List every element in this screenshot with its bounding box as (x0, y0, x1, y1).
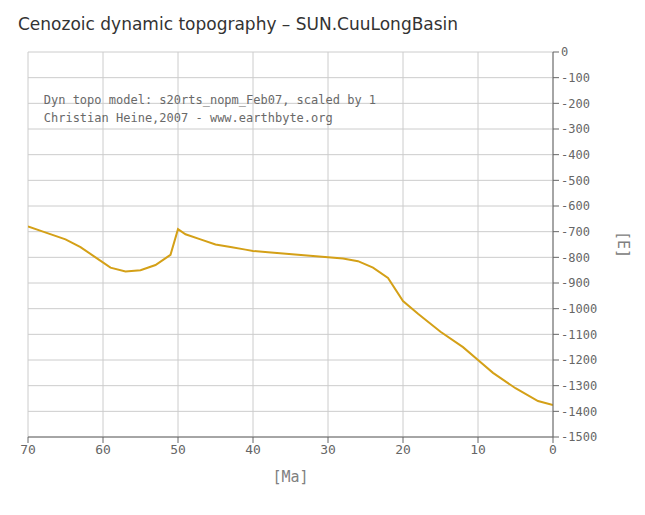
svg-text:20: 20 (395, 442, 411, 457)
svg-text:-1400: -1400 (561, 405, 597, 419)
svg-text:-200: -200 (561, 97, 590, 111)
html-text:Cenozoic dynamic topography –: Cenozoic dynamic topography – SUN.CuuLon… (18, 14, 459, 34)
svg-text:-1000: -1000 (561, 302, 597, 316)
svg-text:10: 10 (470, 442, 486, 457)
svg-text:-1300: -1300 (561, 379, 597, 393)
svg-text:30: 30 (320, 442, 336, 457)
html-text:Christian Heine,2007 - www.ear: Christian Heine,2007 - www.earthbyte.org (43, 110, 333, 125)
svg-text:-400: -400 (561, 148, 590, 162)
svg-text:-1500: -1500 (561, 430, 597, 444)
svg-text:50: 50 (170, 442, 186, 457)
svg-text:-800: -800 (561, 251, 590, 265)
svg-text:[Ma]: [Ma] (272, 468, 308, 486)
svg-text:0: 0 (549, 442, 557, 457)
svg-text:-1100: -1100 (561, 328, 597, 342)
svg-text:70: 70 (20, 442, 36, 457)
svg-text:-600: -600 (561, 199, 590, 213)
svg-text:-100: -100 (561, 71, 590, 85)
svg-text:-700: -700 (561, 225, 590, 239)
svg-text:[E]: [E] (614, 231, 632, 258)
html-text:Dyn topo model: s20rts_nopm_Fe: Dyn topo model: s20rts_nopm_Feb07, scale… (43, 92, 377, 107)
svg-text:-1200: -1200 (561, 353, 597, 367)
svg-text:40: 40 (245, 442, 261, 457)
svg-text:60: 60 (95, 442, 111, 457)
svg-text:-900: -900 (561, 276, 590, 290)
svg-text:-500: -500 (561, 174, 590, 188)
svg-text:-300: -300 (561, 122, 590, 136)
svg-text:0: 0 (561, 45, 568, 59)
